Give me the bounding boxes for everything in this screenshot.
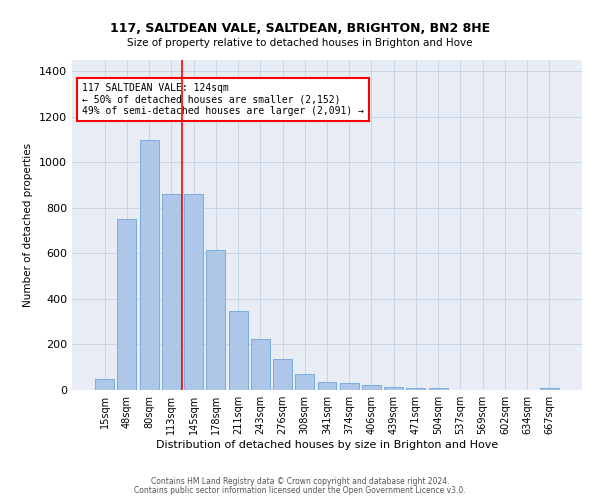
Bar	[251, 339, 270, 390]
Bar	[184, 194, 203, 390]
Bar	[95, 378, 114, 390]
Bar	[118, 220, 136, 390]
Bar	[429, 388, 448, 390]
Text: Contains public sector information licensed under the Open Government Licence v3: Contains public sector information licen…	[134, 486, 466, 495]
Bar	[406, 388, 425, 390]
Bar	[295, 374, 314, 390]
Y-axis label: Number of detached properties: Number of detached properties	[23, 143, 34, 307]
Bar	[140, 140, 158, 390]
Text: Contains HM Land Registry data © Crown copyright and database right 2024.: Contains HM Land Registry data © Crown c…	[151, 477, 449, 486]
Bar	[206, 250, 225, 390]
Bar	[317, 382, 337, 390]
Bar	[229, 312, 248, 390]
Bar	[162, 194, 181, 390]
Bar	[362, 386, 381, 390]
Text: 117, SALTDEAN VALE, SALTDEAN, BRIGHTON, BN2 8HE: 117, SALTDEAN VALE, SALTDEAN, BRIGHTON, …	[110, 22, 490, 36]
Text: 117 SALTDEAN VALE: 124sqm
← 50% of detached houses are smaller (2,152)
49% of se: 117 SALTDEAN VALE: 124sqm ← 50% of detac…	[82, 83, 364, 116]
Bar	[540, 388, 559, 390]
Bar	[340, 383, 359, 390]
Bar	[384, 386, 403, 390]
X-axis label: Distribution of detached houses by size in Brighton and Hove: Distribution of detached houses by size …	[156, 440, 498, 450]
Text: Size of property relative to detached houses in Brighton and Hove: Size of property relative to detached ho…	[127, 38, 473, 48]
Bar	[273, 360, 292, 390]
